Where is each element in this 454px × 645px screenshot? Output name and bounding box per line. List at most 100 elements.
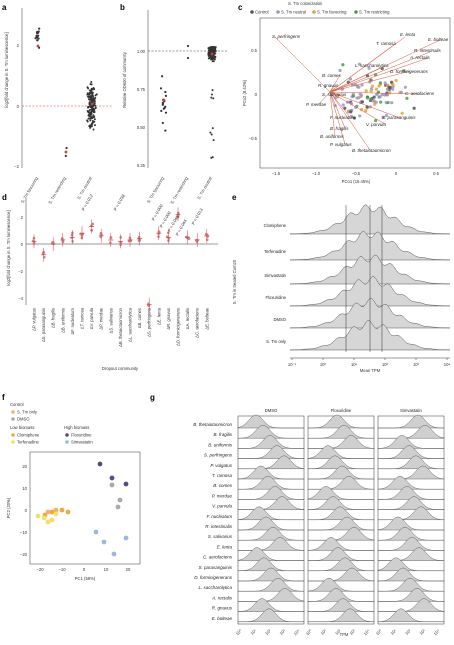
- panel-c-point: [372, 99, 376, 103]
- panel-d-xtick: ΔS. salivarius: [108, 308, 113, 333]
- panel-c-point: [402, 69, 406, 73]
- panel-g-columns: DMSO 10⁰ 10¹ 10² 10³ 10⁴ Floxuridine 10⁰ 10¹ 10² 1…: [235, 408, 445, 636]
- panel-d-xtick: ΔB. thetaiotaomicron: [118, 307, 123, 347]
- panel-c-arrow: [329, 91, 351, 118]
- panel-a-point: [87, 110, 90, 113]
- panel-a-point: [86, 86, 89, 89]
- panel-e-rows: Clomiphene Terfenadine Simvastatin Floxurid…: [264, 204, 451, 352]
- panel-c-ylabel: PCo2 (8.42%): [242, 79, 247, 106]
- panel-d-xtick: ΔE. lenta: [156, 307, 161, 325]
- panel-a: a log2[fold change in S. Tm luminescence…: [2, 3, 112, 205]
- panel-g-species-label: S. salivarius: [208, 534, 233, 539]
- panel-f-point: [109, 482, 115, 488]
- panel-a-point: [90, 113, 93, 116]
- panel-c-species-label: S. salivarius: [322, 92, 347, 97]
- panel-g-density: [378, 567, 444, 582]
- panel-c-arrow: [329, 74, 341, 93]
- panel-d-xtick: ΔP. merdae: [99, 307, 104, 329]
- panel-g-species-label: R. intestinalis: [205, 524, 233, 529]
- panel-f-point: [45, 509, 51, 515]
- legend-swatch-simvastatin: [65, 440, 69, 444]
- panel-a-xtick: S. Tm restricting: [47, 175, 67, 204]
- panel-c-species-label: V. parvula: [366, 122, 386, 127]
- panel-d-ytick: −2: [18, 269, 23, 274]
- panel-d-pvalue: P = 0.013: [191, 207, 205, 226]
- panel-c-xtick: −0.5: [352, 171, 361, 176]
- panel-g-density: [238, 435, 304, 449]
- panel-c-xlabel: PCo1 (16.45%): [342, 179, 371, 184]
- panel-c-xtick: −1.5: [272, 171, 281, 176]
- panel-b-point: [213, 58, 216, 61]
- panel-g-xtick: 10¹: [319, 628, 327, 636]
- panel-a-point: [86, 92, 89, 95]
- panel-c-point: [405, 96, 409, 100]
- panel-d-xtick: ΔT. ramosa: [80, 307, 85, 329]
- panel-a-point: [92, 114, 95, 117]
- panel-g-xtick: 10⁴: [433, 628, 441, 636]
- panel-c-point: [383, 93, 387, 97]
- panel-g-density: [378, 577, 444, 592]
- legend-swatch-terfenadine: [11, 440, 15, 444]
- panel-b-point: [160, 109, 163, 112]
- panel-a-point: [94, 106, 97, 109]
- panel-c-species-label: C. aerofaciens: [405, 91, 435, 96]
- panel-c-point: [351, 94, 355, 98]
- legend-high-title: High biomass: [64, 425, 89, 430]
- panel-d-points: [31, 207, 210, 312]
- panel-g-species-label: S. parasanguinis: [198, 565, 232, 570]
- panel-d-xtick: ΔS. perfringens: [147, 308, 152, 337]
- panel-d-xtick: ΔL. saccharolytica: [128, 307, 133, 342]
- panel-g-density: [378, 526, 444, 541]
- panel-a-point: [35, 31, 39, 34]
- panel-c-legend: Control S. Tm neutral S. Tm favouring S.…: [250, 10, 390, 15]
- panel-g-species-label: B. comes: [213, 483, 233, 488]
- panel-c-point: [387, 85, 391, 89]
- panel-c-point: [388, 91, 392, 95]
- panel-a-ytick: −2: [14, 164, 19, 169]
- panel-c-arrow: [329, 91, 336, 137]
- panel-g-species-label: E. bolteae: [212, 616, 233, 621]
- panel-g-density: [238, 424, 304, 439]
- panel-c-point: [403, 85, 407, 89]
- panel-a-point: [91, 108, 94, 111]
- panel-c-point: [380, 93, 384, 97]
- panel-b-point: [212, 57, 215, 60]
- panel-a-point: [89, 92, 92, 95]
- panel-a-point: [93, 115, 96, 118]
- panel-a-point: [38, 27, 41, 30]
- panel-c-point: [352, 116, 357, 120]
- panel-g-species-labels: B. thetaiotaomicron B. fragilis B. uniform…: [193, 422, 233, 621]
- panel-f-ytick: 20: [22, 464, 27, 469]
- panel-g-species-label: T. ramosa: [212, 473, 232, 478]
- panel-g-xtick: 10²: [404, 628, 412, 636]
- panel-a-point: [94, 96, 97, 99]
- panel-g-species-label: P. vulgatus: [210, 463, 232, 468]
- panel-b-ytick: 1.00: [137, 49, 146, 54]
- panel-c-label: c: [238, 3, 243, 12]
- panel-c-point: [384, 113, 389, 118]
- panel-g-xtick: 10⁰: [235, 628, 243, 636]
- panel-g-species-label: B. uniformis: [208, 442, 233, 447]
- panel-g-density: [377, 516, 444, 531]
- panel-g-xtick: 10³: [348, 628, 356, 636]
- panel-c-species-label: S. parasanguinis: [382, 115, 416, 120]
- panel-b-point: [212, 49, 215, 52]
- panel-d-point: [204, 232, 208, 236]
- panel-e-xlabel: Mean TPM: [360, 368, 381, 373]
- panel-f-ytick: −20: [20, 552, 28, 557]
- panel-a-point: [87, 117, 90, 120]
- legend-label-floxuridine: Floxuridine: [71, 433, 92, 438]
- panel-g-xtick: 10³: [278, 628, 286, 636]
- panel-c-ytick: 0: [255, 92, 258, 97]
- legend-swatch-clomiphene: [11, 433, 15, 437]
- panel-c-frame: [259, 17, 451, 169]
- panel-f-point: [59, 507, 65, 513]
- panel-b-point: [210, 93, 213, 96]
- panel-c-xtick: 0: [395, 171, 398, 176]
- panel-b-point: [161, 102, 165, 105]
- panel-c-point: [357, 62, 362, 66]
- panel-c-point: [394, 78, 398, 83]
- panel-f-xtick: 0: [83, 567, 86, 572]
- panel-c-point: [350, 102, 354, 106]
- panel-c-ytick: 0.5: [251, 48, 257, 53]
